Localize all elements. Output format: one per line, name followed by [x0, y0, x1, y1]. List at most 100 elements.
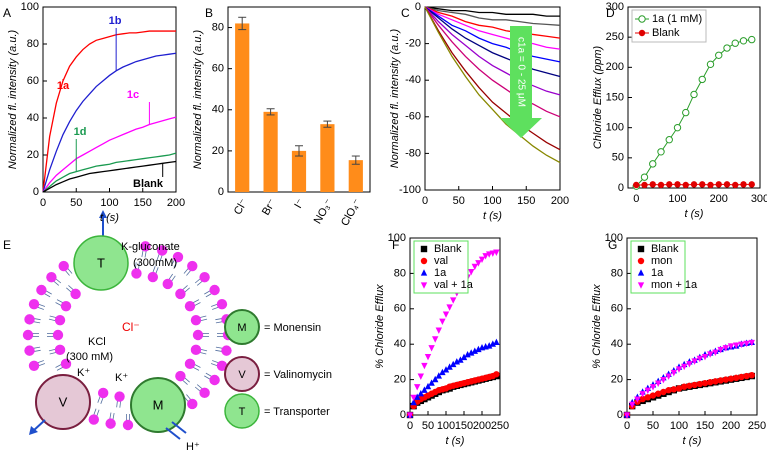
lipid-head — [221, 345, 232, 356]
marker — [633, 181, 640, 189]
series-line — [424, 6, 561, 118]
legend-marker — [637, 282, 645, 289]
x-axis-label: t (s) — [683, 435, 702, 447]
marker — [732, 181, 739, 189]
marker — [748, 339, 755, 347]
y-tick-label: -80 — [405, 147, 421, 159]
marker — [468, 349, 475, 356]
marker — [723, 44, 731, 52]
annotation: c1a = 0 - 25 μM — [515, 37, 526, 107]
legend-marker — [637, 245, 645, 253]
y-tick-label: 40 — [212, 104, 224, 116]
marker — [723, 181, 731, 188]
marker — [414, 384, 421, 391]
legend-marker — [637, 257, 645, 265]
y-tick-label: 0 — [617, 409, 623, 421]
marker — [686, 382, 693, 389]
panel-label: F — [392, 238, 399, 252]
lipid-head — [70, 288, 81, 300]
series-label: 1c — [127, 89, 139, 101]
outside-salt: K-gluconate — [121, 241, 180, 253]
legend-label: Blank — [434, 243, 462, 255]
marker — [410, 394, 417, 402]
x-tick-label: 100 — [670, 420, 688, 432]
y-axis-label: Normalized fl. intensity (a.u.) — [192, 29, 204, 169]
marker — [428, 379, 435, 386]
bar — [263, 111, 278, 192]
marker — [464, 351, 471, 358]
lipid-head — [60, 358, 72, 370]
marker — [727, 375, 735, 382]
marker — [639, 391, 646, 398]
x-axis-label: t (s) — [483, 210, 502, 222]
marker — [707, 379, 714, 386]
marker — [475, 260, 482, 267]
y-tick-label: -20 — [405, 38, 421, 50]
x-tick-label: 200 — [722, 420, 740, 432]
y-axis-label: Chloride Efflux (ppm) — [592, 46, 604, 150]
lipid-head — [157, 245, 168, 256]
panel-label: B — [205, 6, 213, 20]
legend-label: 1a — [434, 267, 447, 279]
marker — [478, 256, 486, 264]
panel-label: A — [3, 6, 11, 20]
marker — [489, 340, 496, 347]
lipid-head — [24, 314, 35, 325]
x-tick-label: 0 — [422, 195, 428, 207]
series-line — [424, 6, 561, 96]
monensin — [130, 377, 186, 433]
marker — [475, 345, 482, 353]
y-axis-label: % Chloride Efflux — [591, 284, 603, 369]
lipid-head — [192, 329, 204, 341]
bar — [348, 160, 363, 192]
x-tick-label: 50 — [70, 197, 82, 209]
y-tick-label: 0 — [415, 1, 421, 13]
legend-box — [631, 9, 707, 43]
lipid-head — [175, 370, 186, 382]
marker — [623, 412, 631, 419]
marker — [649, 384, 657, 391]
lipid-head — [54, 344, 66, 356]
marker — [435, 327, 442, 334]
marker — [493, 249, 500, 256]
marker — [722, 376, 729, 383]
marker — [743, 340, 750, 348]
legend-marker — [420, 257, 428, 265]
x-tick-label: ClO₄⁻ — [339, 197, 364, 228]
marker — [722, 345, 729, 352]
marker — [666, 181, 673, 188]
marker — [446, 304, 453, 311]
legend-marker — [420, 269, 428, 276]
marker — [691, 358, 698, 365]
key-text: = Valinomycin — [264, 369, 332, 381]
marker — [432, 336, 439, 343]
y-tick-label: 20 — [27, 149, 39, 161]
plot-frame — [409, 237, 501, 416]
y-tick-label: 200 — [606, 61, 624, 73]
marker — [665, 373, 672, 380]
key-symbol: V — [238, 369, 246, 381]
lipid-head — [190, 344, 202, 356]
lipid-head — [140, 241, 151, 252]
series-label: 1b — [109, 15, 122, 27]
lipid-head — [199, 387, 210, 399]
marker — [748, 181, 755, 188]
y-tick-label: 0 — [218, 186, 224, 198]
legend-marker — [420, 282, 428, 289]
series-line — [42, 116, 177, 193]
marker — [748, 35, 756, 44]
lipid-head — [97, 387, 109, 399]
marker — [675, 366, 683, 373]
lipid-head — [162, 278, 173, 290]
marker — [707, 181, 714, 189]
marker — [733, 342, 740, 349]
x-axis-label: t (s) — [100, 212, 119, 224]
x-tick-label: 100 — [100, 197, 118, 209]
lipid-head — [88, 414, 99, 425]
marker — [681, 363, 688, 371]
x-tick-label: 100 — [437, 420, 455, 432]
x-tick-label: 150 — [696, 420, 714, 432]
marker — [649, 392, 657, 399]
legend-marker — [420, 245, 428, 253]
marker — [640, 173, 649, 181]
